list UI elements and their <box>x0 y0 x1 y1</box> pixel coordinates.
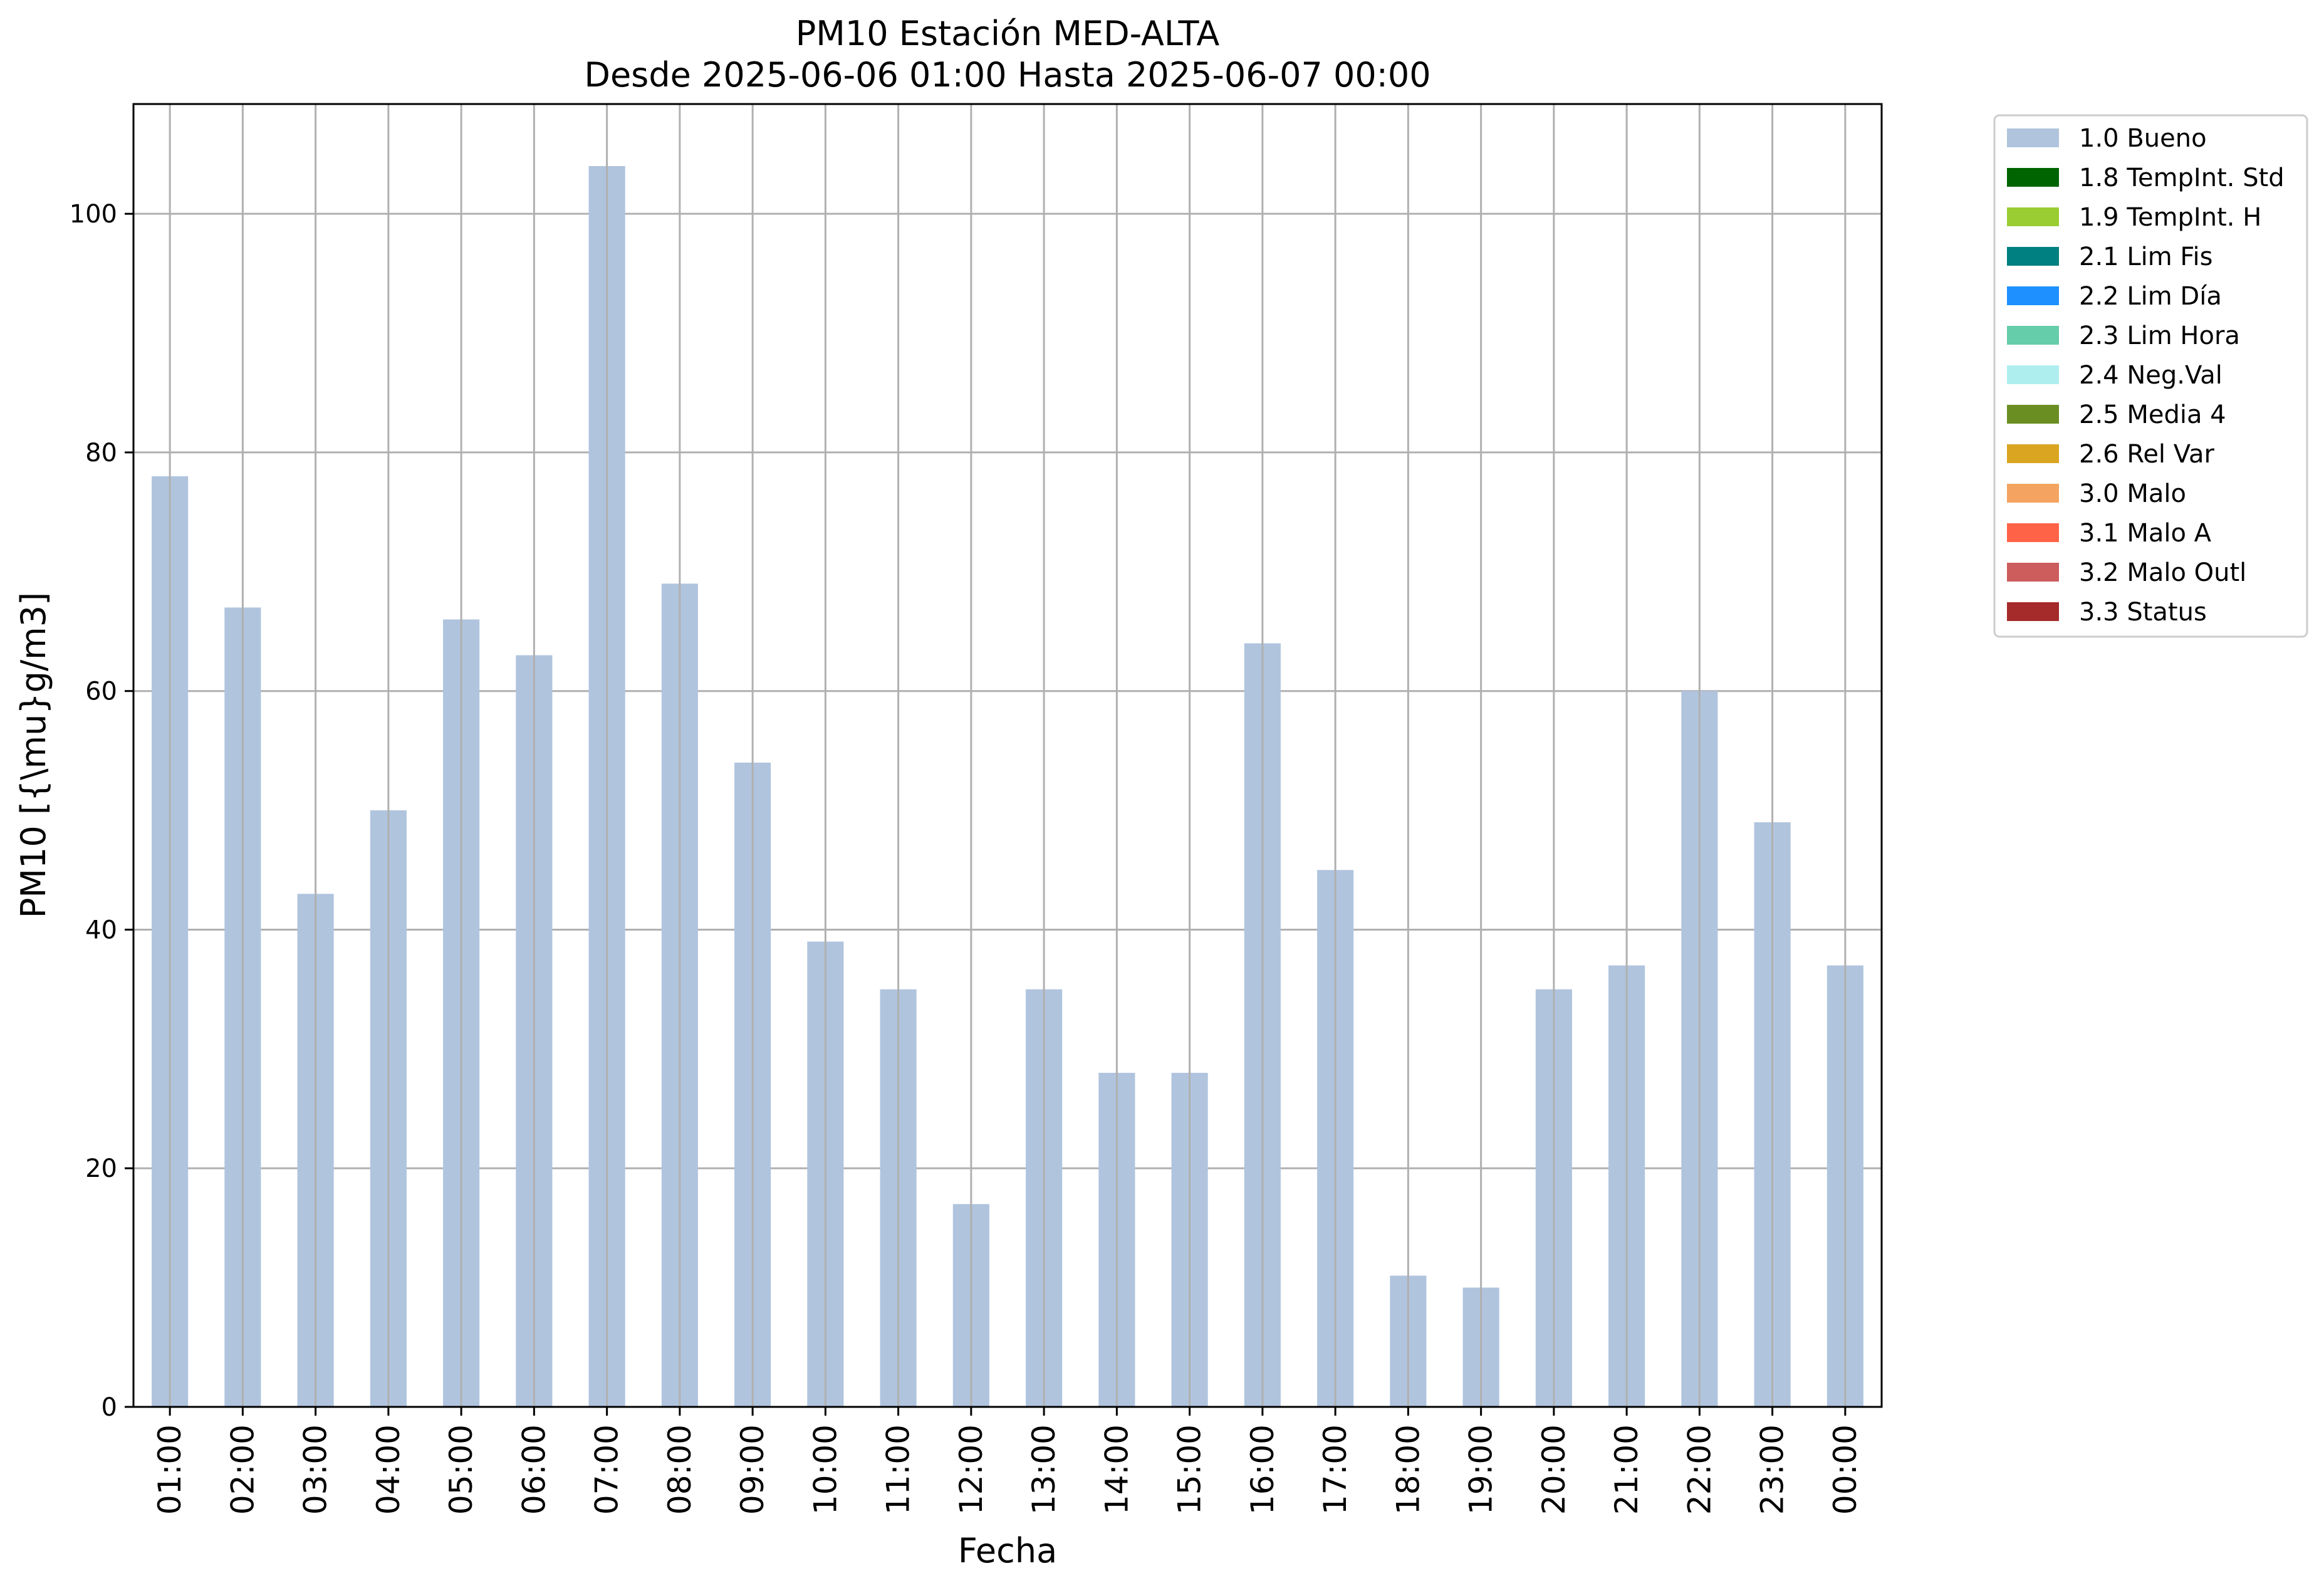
legend: 1.0 Bueno 1.8 TempInt. Std 1.9 TempInt. H 2… <box>1993 114 2308 638</box>
legend-label: 2.2 Lim Día <box>2079 282 2222 311</box>
legend-swatch <box>2007 128 2059 147</box>
legend-label: 2.4 Neg.Val <box>2079 361 2222 390</box>
x-tick-label: 03:00 <box>298 1424 334 1515</box>
legend-label: 1.0 Bueno <box>2079 124 2207 153</box>
x-tick-label: 14:00 <box>1098 1424 1135 1515</box>
x-tick-label: 02:00 <box>224 1424 261 1515</box>
vertical-grid <box>169 104 1847 1407</box>
legend-label: 2.3 Lim Hora <box>2079 321 2240 350</box>
legend-label: 1.9 TempInt. H <box>2079 203 2261 232</box>
x-tick-label: 12:00 <box>953 1424 989 1515</box>
x-tick-label: 20:00 <box>1536 1424 1572 1515</box>
legend-swatch <box>2007 484 2059 503</box>
legend-label: 3.1 Malo A <box>2079 519 2212 548</box>
plot-frame <box>132 103 1883 1408</box>
x-tick-label: 06:00 <box>516 1424 552 1515</box>
x-tick-label: 11:00 <box>880 1424 917 1515</box>
legend-label: 3.2 Malo Outl <box>2079 558 2246 587</box>
x-tick-label: 04:00 <box>370 1424 407 1515</box>
x-axis-label: Fecha <box>958 1531 1057 1570</box>
x-tick-label: 16:00 <box>1244 1424 1281 1515</box>
legend-box <box>1993 114 2308 638</box>
y-tick-label: 40 <box>85 916 117 944</box>
y-tick-label: 60 <box>85 677 117 706</box>
chart-subtitle: Desde 2025-06-06 01:00 Hasta 2025-06-07 … <box>584 55 1430 95</box>
y-axis-label: PM10 [{\mu}g/m3] <box>14 592 53 918</box>
legend-label: 2.5 Media 4 <box>2079 400 2226 429</box>
legend-swatch <box>2007 563 2059 582</box>
legend-swatch <box>2007 602 2059 621</box>
legend-label: 1.8 TempInt. Std <box>2079 164 2285 192</box>
legend-swatch <box>2007 326 2059 345</box>
y-tick-label: 0 <box>102 1393 117 1422</box>
x-tick-label: 22:00 <box>1681 1424 1717 1515</box>
x-tick-label: 15:00 <box>1172 1424 1208 1515</box>
x-tick-label: 19:00 <box>1463 1424 1499 1515</box>
x-tick-label: 01:00 <box>152 1424 188 1515</box>
legend-label: 2.6 Rel Var <box>2079 440 2215 469</box>
x-tick-label: 10:00 <box>807 1424 843 1515</box>
x-tick-label: 13:00 <box>1026 1424 1062 1515</box>
x-tick-label: 21:00 <box>1608 1424 1645 1515</box>
legend-swatch <box>2007 247 2059 266</box>
chart-title: PM10 Estación MED-ALTA <box>796 14 1220 53</box>
x-tick-label: 18:00 <box>1390 1424 1426 1515</box>
legend-swatch <box>2007 286 2059 305</box>
y-tick-label: 100 <box>70 200 117 229</box>
y-tick-label: 20 <box>85 1154 117 1183</box>
legend-swatch <box>2007 168 2059 187</box>
x-tick-label: 08:00 <box>662 1424 698 1515</box>
x-tick-label: 09:00 <box>734 1424 771 1515</box>
legend-label: 2.1 Lim Fis <box>2079 243 2212 271</box>
legend-swatch <box>2007 365 2059 384</box>
legend-swatch <box>2007 523 2059 542</box>
legend-label: 3.0 Malo <box>2079 479 2186 508</box>
y-axis: 0 20 40 60 80 100 <box>70 200 133 1422</box>
x-tick-label: 07:00 <box>589 1424 625 1515</box>
x-tick-label: 05:00 <box>443 1424 479 1515</box>
x-tick-label: 23:00 <box>1754 1424 1791 1515</box>
legend-swatch <box>2007 207 2059 226</box>
x-tick-label: 17:00 <box>1317 1424 1353 1515</box>
legend-label: 3.3 Status <box>2079 598 2207 627</box>
x-tick-label: 00:00 <box>1827 1424 1863 1515</box>
legend-swatch <box>2007 405 2059 424</box>
legend-swatch <box>2007 444 2059 463</box>
x-axis: 01:00 02:00 03:00 04:00 05:00 06:00 07:00 08:00… <box>152 1407 1863 1515</box>
y-tick-label: 80 <box>85 439 117 468</box>
